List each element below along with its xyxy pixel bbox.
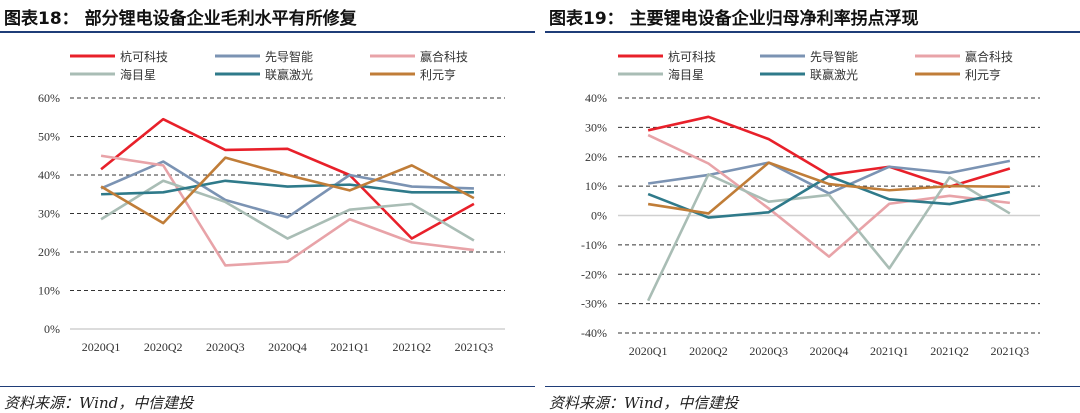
y-tick-label: 60% (38, 91, 60, 105)
chart-title: 图表18： 部分锂电设备企业毛利水平有所修复 (4, 9, 357, 29)
y-tick-label: -10% (581, 238, 607, 252)
series-line-海目星 (100, 179, 475, 242)
legend-label: 海目星 (668, 67, 704, 82)
legend-label: 联赢激光 (265, 67, 313, 82)
y-tick-label: 50% (38, 130, 60, 144)
y-tick-label: 0% (44, 322, 60, 336)
legend-label: 赢合科技 (965, 49, 1013, 64)
y-tick-label: -30% (581, 297, 607, 311)
x-tick-label: 2020Q4 (268, 340, 307, 354)
x-tick-label: 2020Q3 (749, 344, 788, 358)
y-tick-label: -20% (581, 267, 607, 281)
title-divider (0, 31, 535, 33)
legend-label: 杭可科技 (120, 49, 168, 64)
y-tick-label: 20% (38, 245, 60, 259)
line-chart-net-margin: -40% -30% -20% -10% 0% 10% 20% 30% 40% 2020Q1 2020… (581, 49, 1040, 358)
y-tick-label: 20% (585, 150, 607, 164)
chart-title: 图表19： 主要锂电设备企业归母净利率拐点浮现 (549, 9, 919, 29)
title-divider (545, 31, 1080, 33)
y-tick-label: -40% (581, 326, 607, 340)
legend-label: 利元亨 (420, 67, 456, 82)
x-tick-label: 2021Q1 (330, 340, 369, 354)
legend-label: 先导智能 (810, 49, 858, 64)
x-tick-label: 2021Q2 (930, 344, 969, 358)
legend-label: 杭可科技 (668, 49, 716, 64)
x-tick-label: 2021Q3 (991, 344, 1030, 358)
y-tick-label: 40% (585, 91, 607, 105)
chart-panel-gross-margin: 图表18： 部分锂电设备企业毛利水平有所修复 0% 10% 20% 30% 40% 50%… (0, 0, 535, 413)
legend-label: 利元亨 (965, 67, 1001, 82)
x-tick-label: 2020Q3 (206, 340, 245, 354)
y-tick-label: 0% (591, 209, 607, 223)
x-tick-label: 2020Q2 (689, 344, 728, 358)
x-tick-label: 2020Q1 (629, 344, 668, 358)
x-tick-label: 2021Q2 (392, 340, 431, 354)
y-tick-label: 10% (585, 179, 607, 193)
y-tick-label: 30% (38, 207, 60, 221)
source-divider (0, 386, 535, 387)
source-note: 资料来源：Wind，中信建投 (549, 394, 739, 412)
source-divider (545, 386, 1080, 387)
x-tick-label: 2021Q1 (870, 344, 909, 358)
legend-label: 海目星 (120, 67, 156, 82)
line-chart-gross-margin: 0% 10% 20% 30% 40% 50% 60% 2020Q1 2020Q2 2020Q3 20… (38, 49, 505, 354)
y-tick-label: 40% (38, 168, 60, 182)
y-tick-label: 10% (38, 284, 60, 298)
x-tick-label: 2021Q3 (455, 340, 494, 354)
x-tick-label: 2020Q1 (82, 340, 121, 354)
series-line-赢合科技 (100, 154, 475, 267)
x-tick-label: 2020Q2 (144, 340, 183, 354)
legend-label: 先导智能 (265, 49, 313, 64)
legend-label: 赢合科技 (420, 49, 468, 64)
chart-panel-net-margin: 图表19： 主要锂电设备企业归母净利率拐点浮现 -40% -30% -20% -10%… (545, 0, 1080, 413)
legend-label: 联赢激光 (810, 67, 858, 82)
x-tick-label: 2020Q4 (810, 344, 849, 358)
source-note: 资料来源：Wind，中信建投 (4, 394, 194, 412)
y-tick-label: 30% (585, 120, 607, 134)
